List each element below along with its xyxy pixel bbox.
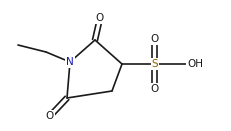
- Text: O: O: [150, 84, 158, 94]
- Text: S: S: [151, 59, 158, 69]
- Text: O: O: [95, 13, 104, 23]
- Text: OH: OH: [186, 59, 202, 69]
- Text: N: N: [66, 57, 73, 67]
- Text: O: O: [46, 111, 54, 121]
- Text: O: O: [150, 34, 158, 44]
